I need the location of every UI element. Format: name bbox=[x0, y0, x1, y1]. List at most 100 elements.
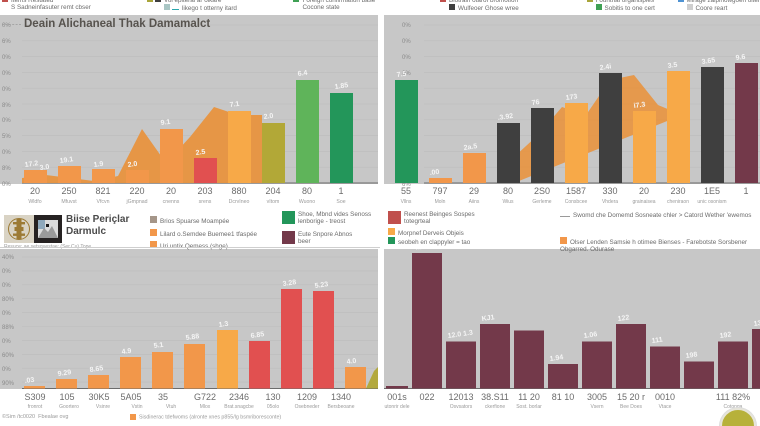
svg-text:unic osonism: unic osonism bbox=[697, 199, 726, 205]
svg-text:6%: 6% bbox=[2, 39, 11, 45]
svg-text:192: 192 bbox=[719, 331, 732, 340]
svg-text:0%: 0% bbox=[2, 311, 11, 317]
svg-text:Aiins: Aiins bbox=[469, 199, 480, 205]
svg-text:17.2: 17.2 bbox=[24, 160, 39, 169]
svg-text:90%: 90% bbox=[2, 381, 15, 387]
svg-text:0%: 0% bbox=[402, 39, 411, 45]
svg-text:3.0: 3.0 bbox=[39, 164, 50, 172]
svg-text:30K5: 30K5 bbox=[88, 392, 109, 402]
svg-text:Sost. borlar: Sost. borlar bbox=[516, 404, 542, 410]
svg-text:9.6: 9.6 bbox=[735, 54, 746, 62]
svg-text:38.S11: 38.S11 bbox=[481, 392, 509, 402]
svg-text:12.0 1.3: 12.0 1.3 bbox=[447, 330, 473, 340]
svg-text:8%: 8% bbox=[2, 166, 11, 172]
svg-text:55: 55 bbox=[401, 186, 411, 196]
svg-text:cheniraon: cheniraon bbox=[667, 199, 689, 205]
svg-text:80%: 80% bbox=[2, 297, 15, 303]
svg-text:Gerleme: Gerleme bbox=[532, 199, 551, 205]
svg-text:5.1: 5.1 bbox=[153, 342, 164, 350]
svg-text:3.65: 3.65 bbox=[701, 57, 716, 66]
svg-text:ckerfione: ckerfione bbox=[485, 404, 506, 410]
svg-text:Wldfo: Wldfo bbox=[28, 199, 41, 205]
svg-text:Osebneder: Osebneder bbox=[295, 404, 320, 410]
svg-text:173: 173 bbox=[565, 93, 578, 102]
svg-text:4.9: 4.9 bbox=[121, 348, 132, 356]
svg-text:0%: 0% bbox=[2, 182, 11, 188]
svg-text:Wuono: Wuono bbox=[299, 199, 315, 205]
svg-text:20: 20 bbox=[30, 186, 40, 196]
svg-text:jGmpnad: jGmpnad bbox=[125, 199, 147, 205]
svg-text:Bee Does: Bee Does bbox=[620, 404, 642, 410]
svg-text:Mfuvst: Mfuvst bbox=[61, 199, 77, 205]
svg-text:5%: 5% bbox=[2, 134, 11, 140]
svg-text:198: 198 bbox=[685, 351, 698, 360]
svg-text:7.1: 7.1 bbox=[229, 101, 240, 109]
svg-text:15 20 r: 15 20 r bbox=[617, 392, 645, 402]
svg-text:11 20: 11 20 bbox=[518, 392, 540, 402]
svg-text:1340: 1340 bbox=[331, 392, 351, 402]
svg-text:Vstin: Vstin bbox=[131, 404, 142, 410]
svg-text:0%: 0% bbox=[2, 87, 11, 93]
svg-text:4.27: 4.27 bbox=[413, 249, 428, 252]
svg-text:20: 20 bbox=[639, 186, 649, 196]
svg-text:88%: 88% bbox=[2, 325, 15, 331]
svg-text:0%: 0% bbox=[2, 367, 11, 373]
svg-text:001s: 001s bbox=[387, 392, 407, 402]
svg-text:1E5: 1E5 bbox=[704, 186, 720, 196]
svg-text:Bersbeoane: Bersbeoane bbox=[328, 404, 355, 410]
svg-text:0010: 0010 bbox=[655, 392, 675, 402]
svg-text:Vsinre: Vsinre bbox=[96, 404, 110, 410]
svg-text:122: 122 bbox=[617, 314, 630, 323]
svg-text:G722: G722 bbox=[194, 392, 216, 402]
svg-text:cnenns: cnenns bbox=[163, 199, 180, 205]
svg-text:4.0: 4.0 bbox=[346, 358, 357, 366]
svg-text:Goortero: Goortero bbox=[59, 404, 79, 410]
svg-text:29: 29 bbox=[469, 186, 479, 196]
svg-text:Brat.snagcbe: Brat.snagcbe bbox=[224, 404, 254, 410]
svg-text:fronrot: fronrot bbox=[28, 404, 43, 410]
svg-text:19.1: 19.1 bbox=[59, 156, 74, 165]
svg-text:Deain Alichaneal Thak Damamalc: Deain Alichaneal Thak Damamalct bbox=[24, 18, 210, 30]
svg-text:3.5: 3.5 bbox=[667, 62, 678, 70]
svg-text:2.0: 2.0 bbox=[127, 161, 138, 169]
svg-text:6.85: 6.85 bbox=[250, 331, 265, 340]
svg-text:0%: 0% bbox=[2, 339, 11, 345]
svg-text:0%: 0% bbox=[2, 283, 11, 289]
svg-text:1587: 1587 bbox=[566, 186, 586, 196]
svg-text:1.9: 1.9 bbox=[93, 161, 104, 169]
svg-text:Mlox: Mlox bbox=[200, 404, 211, 410]
svg-text:130: 130 bbox=[265, 392, 280, 402]
svg-text:Wius: Wius bbox=[502, 199, 514, 205]
svg-text:8%: 8% bbox=[2, 103, 11, 109]
svg-text:vItom: vItom bbox=[267, 199, 280, 205]
svg-text:12013: 12013 bbox=[448, 392, 473, 402]
svg-text:880: 880 bbox=[231, 186, 246, 196]
svg-text:81 10: 81 10 bbox=[552, 392, 575, 402]
svg-text:KJ1: KJ1 bbox=[481, 314, 495, 323]
svg-text:.3.92: .3.92 bbox=[497, 113, 513, 122]
svg-text:5.23: 5.23 bbox=[314, 281, 329, 290]
svg-text:0%: 0% bbox=[2, 269, 11, 275]
svg-text:DcrvIneo: DcrvIneo bbox=[229, 199, 250, 205]
svg-text:0%: 0% bbox=[402, 23, 411, 29]
svg-text:S309: S309 bbox=[24, 392, 45, 402]
svg-text:grainaisea: grainaisea bbox=[632, 199, 655, 205]
svg-text:3005: 3005 bbox=[587, 392, 607, 402]
svg-text:230: 230 bbox=[670, 186, 685, 196]
svg-text:6.4: 6.4 bbox=[297, 70, 308, 78]
svg-text:Vhdera: Vhdera bbox=[602, 199, 618, 205]
svg-text:0%: 0% bbox=[2, 55, 11, 61]
svg-text:204: 204 bbox=[265, 186, 280, 196]
svg-text:1.3: 1.3 bbox=[218, 321, 229, 329]
svg-text:220: 220 bbox=[129, 186, 144, 196]
svg-text:05olo: 05olo bbox=[267, 404, 279, 410]
svg-text:2.5: 2.5 bbox=[195, 149, 206, 157]
svg-text:797: 797 bbox=[432, 186, 447, 196]
svg-text:0%: 0% bbox=[2, 23, 11, 29]
svg-text:1: 1 bbox=[743, 186, 748, 196]
svg-text:821: 821 bbox=[95, 186, 110, 196]
svg-text:0%: 0% bbox=[402, 55, 411, 61]
svg-text:utonrir dele: utonrir dele bbox=[384, 404, 409, 410]
svg-text:0%: 0% bbox=[2, 118, 11, 124]
svg-text:022: 022 bbox=[419, 392, 434, 402]
